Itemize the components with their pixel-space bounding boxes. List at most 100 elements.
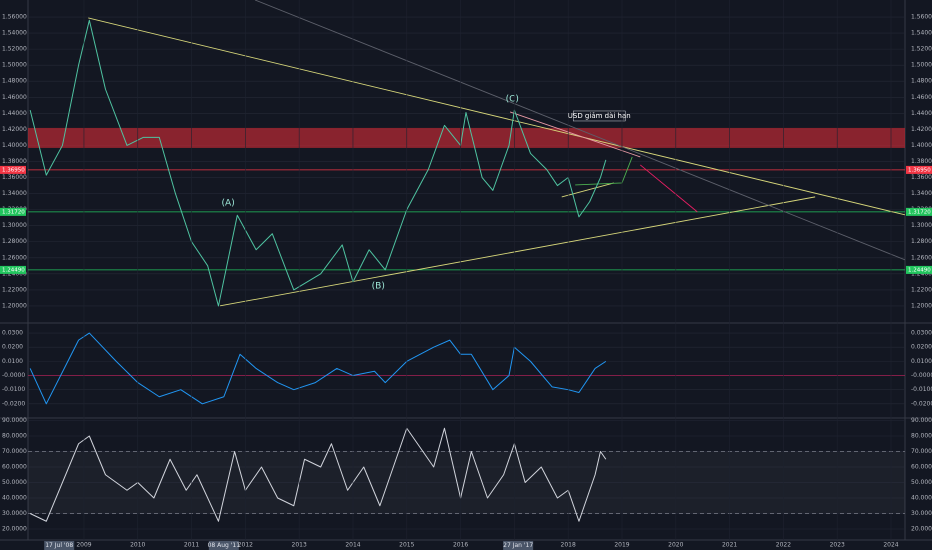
- y-tick-label: 60.0000: [911, 464, 932, 471]
- y-tick-label: 1.26000: [2, 254, 27, 261]
- date-tag: [44, 541, 75, 550]
- y-tick-label: 0.0200: [2, 344, 23, 351]
- trend-line: [639, 164, 698, 213]
- price-level-tag: [906, 165, 932, 174]
- y-tick-label: 1.34000: [2, 190, 27, 197]
- y-tick-label: 50.0000: [911, 479, 932, 486]
- trend-line: [219, 196, 816, 307]
- x-tick-label: 2009: [76, 542, 91, 549]
- x-tick-label: 2023: [830, 542, 845, 549]
- y-tick-label: -0.0200: [911, 400, 932, 407]
- y-tick-label: 1.46000: [2, 94, 27, 101]
- y-tick-label: 1.42000: [911, 126, 932, 133]
- y-tick-label: 1.36000: [2, 174, 27, 181]
- trend-line: [509, 111, 641, 158]
- y-tick-label: 1.38000: [2, 158, 27, 165]
- y-tick-label: 40.0000: [2, 495, 27, 502]
- x-tick-label: 2021: [722, 542, 737, 549]
- y-tick-label: 1.38000: [911, 158, 932, 165]
- price-level-tag: [0, 265, 26, 274]
- rsi-band-fill: [28, 451, 905, 514]
- note-box: [572, 110, 626, 122]
- y-tick-label: 1.50000: [2, 62, 27, 69]
- x-tick-label: 2020: [668, 542, 683, 549]
- y-tick-label: 1.26000: [911, 254, 932, 261]
- wave-label: (B): [372, 281, 385, 291]
- y-tick-label: 1.42000: [2, 126, 27, 133]
- x-tick-label: 2019: [614, 542, 629, 549]
- y-tick-label: 90.0000: [911, 417, 932, 424]
- y-tick-label: 0.0300: [2, 330, 23, 337]
- trend-line: [254, 0, 905, 261]
- price-level-tag: [906, 265, 932, 274]
- pane: [28, 0, 905, 307]
- y-tick-label: 1.40000: [2, 142, 27, 149]
- y-tick-label: -0.0000: [911, 372, 932, 379]
- price-level-tag: [906, 207, 932, 216]
- y-tick-label: 80.0000: [2, 433, 27, 440]
- series-line: [29, 427, 607, 522]
- y-tick-label: 70.0000: [911, 448, 932, 455]
- y-tick-label: 0.0300: [911, 330, 932, 337]
- trend-line: [561, 182, 615, 198]
- y-tick-label: 70.0000: [2, 448, 27, 455]
- y-tick-label: 1.46000: [911, 94, 932, 101]
- y-tick-label: 1.36000: [911, 174, 932, 181]
- y-tick-label: 1.20000: [2, 302, 27, 309]
- y-tick-label: 1.44000: [2, 110, 27, 117]
- date-label: 08 Aug '11: [208, 542, 241, 549]
- date-tag: [503, 541, 534, 550]
- x-tick-label: 2018: [561, 542, 576, 549]
- resistance-zone: [28, 127, 905, 148]
- y-tick-label: 60.0000: [2, 464, 27, 471]
- y-tick-label: 40.0000: [911, 495, 932, 502]
- y-tick-label: 0.0100: [911, 358, 932, 365]
- x-tick-label: 2015: [399, 542, 414, 549]
- y-tick-label: 1.30000: [2, 222, 27, 229]
- date-label: 17 Jul '08: [45, 542, 73, 549]
- y-tick-label: 1.28000: [911, 238, 932, 245]
- price-level-tag: [0, 165, 26, 174]
- y-tick-label: 1.52000: [2, 46, 27, 53]
- x-tick-label: 2014: [345, 542, 360, 549]
- y-tick-label: -0.0100: [911, 386, 932, 393]
- y-tick-label: 0.0100: [2, 358, 23, 365]
- y-tick-label: -0.0000: [2, 372, 25, 379]
- y-tick-label: 1.56000: [2, 14, 27, 21]
- y-tick-label: -0.0200: [2, 400, 25, 407]
- y-tick-label: 1.54000: [2, 30, 27, 37]
- y-tick-label: 1.40000: [911, 142, 932, 149]
- x-tick-label: 2011: [184, 542, 199, 549]
- y-tick-label: 1.30000: [911, 222, 932, 229]
- y-tick-label: 80.0000: [911, 433, 932, 440]
- y-tick-label: 1.20000: [911, 302, 932, 309]
- price-level-label: 1.24490: [2, 267, 25, 273]
- y-tick-label: 0.0200: [911, 344, 932, 351]
- x-tick-label: 2012: [238, 542, 253, 549]
- y-tick-label: 1.28000: [2, 238, 27, 245]
- y-tick-label: 1.48000: [2, 78, 27, 85]
- y-tick-label: 1.22000: [2, 286, 27, 293]
- trend-line: [88, 17, 905, 216]
- y-tick-label: -0.0100: [2, 386, 25, 393]
- y-tick-label: 20.0000: [2, 526, 27, 533]
- x-tick-label: 2022: [776, 542, 791, 549]
- y-tick-label: 20.0000: [911, 526, 932, 533]
- y-tick-label: 1.50000: [911, 62, 932, 69]
- x-tick-label: 2016: [453, 542, 468, 549]
- y-tick-label: 1.22000: [911, 286, 932, 293]
- pane: [28, 420, 905, 530]
- note-text: USD giảm dài hạn: [568, 112, 631, 120]
- y-tick-label: 50.0000: [2, 479, 27, 486]
- y-tick-label: 30.0000: [2, 510, 27, 517]
- x-tick-label: 2024: [883, 542, 898, 549]
- price-level-label: 1.31720: [2, 209, 25, 215]
- price-level-label: 1.36950: [908, 167, 931, 173]
- y-tick-label: 1.54000: [911, 30, 932, 37]
- wave-label: (A): [222, 198, 235, 208]
- x-tick-label: 2013: [292, 542, 307, 549]
- price-level-label: 1.36950: [2, 167, 25, 173]
- date-label: 27 Jan '17: [503, 542, 533, 549]
